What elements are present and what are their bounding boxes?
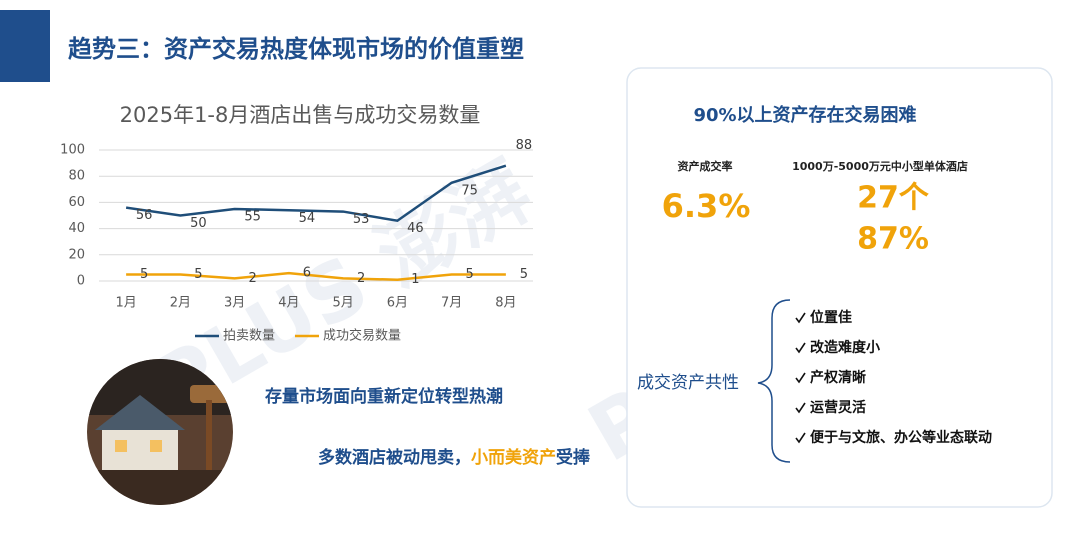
hotel-count: 27个 <box>857 181 930 216</box>
y-tick-label: 40 <box>68 221 85 236</box>
item: 位置佳 <box>810 309 852 326</box>
check-icon <box>795 312 806 324</box>
x-tick-label: 5月 <box>332 296 353 311</box>
item: 运营灵活 <box>810 399 866 416</box>
item: 产权清晰 <box>810 369 866 386</box>
check-icon <box>795 342 806 354</box>
series-line <box>125 164 507 223</box>
y-tick-label: 0 <box>77 274 85 289</box>
data-label: 50 <box>190 216 207 231</box>
item: 便于与文旅、办公等业态联动 <box>810 429 992 446</box>
x-tick-label: 3月 <box>224 296 245 311</box>
legend-label: 拍卖数量 <box>223 329 275 344</box>
text-highlight: 小而美资产 <box>471 447 556 468</box>
text-part: 多数酒店被动甩卖， <box>318 447 471 468</box>
brace <box>757 299 791 463</box>
x-tick-label: 8月 <box>495 296 516 311</box>
chart-title: 2025年1-8月酒店出售与成功交易数量 <box>120 103 481 127</box>
check-icon <box>795 402 806 414</box>
header-block <box>0 10 50 82</box>
data-label: 2 <box>248 271 256 286</box>
check-icon <box>795 372 806 384</box>
text-part: 受捧 <box>556 447 591 468</box>
data-label: 6 <box>303 266 311 281</box>
data-label: 5 <box>465 267 473 282</box>
rate-value: 6.3% <box>662 187 751 225</box>
panel <box>626 67 1053 508</box>
data-label: 53 <box>353 212 370 227</box>
data-label: 54 <box>299 211 316 226</box>
x-tick-label: 2月 <box>170 296 191 311</box>
y-tick-label: 20 <box>68 247 85 262</box>
data-label: 56 <box>136 208 153 223</box>
data-label: 1 <box>411 272 419 287</box>
data-label: 88 <box>516 138 533 153</box>
data-label: 5 <box>194 267 202 282</box>
check-icon <box>795 432 806 444</box>
commonality-label: 成交资产共性 <box>637 373 739 393</box>
left-text: 多数酒店被动甩卖，小而美资产受捧 <box>318 447 591 468</box>
rate-label: 资产成交率 <box>678 159 733 173</box>
slide-title: 趋势三：资产交易热度体现市场的价值重塑 <box>68 35 524 63</box>
item: 改造难度小 <box>810 339 880 356</box>
data-label: 5 <box>520 267 528 282</box>
y-tick-label: 80 <box>68 169 85 184</box>
panel-title: 90%以上资产存在交易困难 <box>693 104 916 126</box>
y-tick-label: 100 <box>60 143 85 158</box>
x-tick-label: 4月 <box>278 296 299 311</box>
hotel-share: 87% <box>857 222 929 257</box>
x-tick-label: 1月 <box>115 296 136 311</box>
data-label: 75 <box>461 183 478 198</box>
legend-label: 成功交易数量 <box>323 328 401 344</box>
data-label: 2 <box>357 271 365 286</box>
left-text: 存量市场面向重新定位转型热潮 <box>265 386 503 407</box>
data-label: 46 <box>407 221 424 236</box>
series-line <box>126 271 506 281</box>
y-tick-label: 60 <box>68 195 85 210</box>
data-label: 5 <box>140 267 148 282</box>
x-tick-label: 7月 <box>441 296 462 311</box>
data-label: 55 <box>244 209 261 224</box>
hotel-label: 1000万-5000万元中小型单体酒店 <box>792 159 968 173</box>
x-tick-label: 6月 <box>387 296 408 311</box>
